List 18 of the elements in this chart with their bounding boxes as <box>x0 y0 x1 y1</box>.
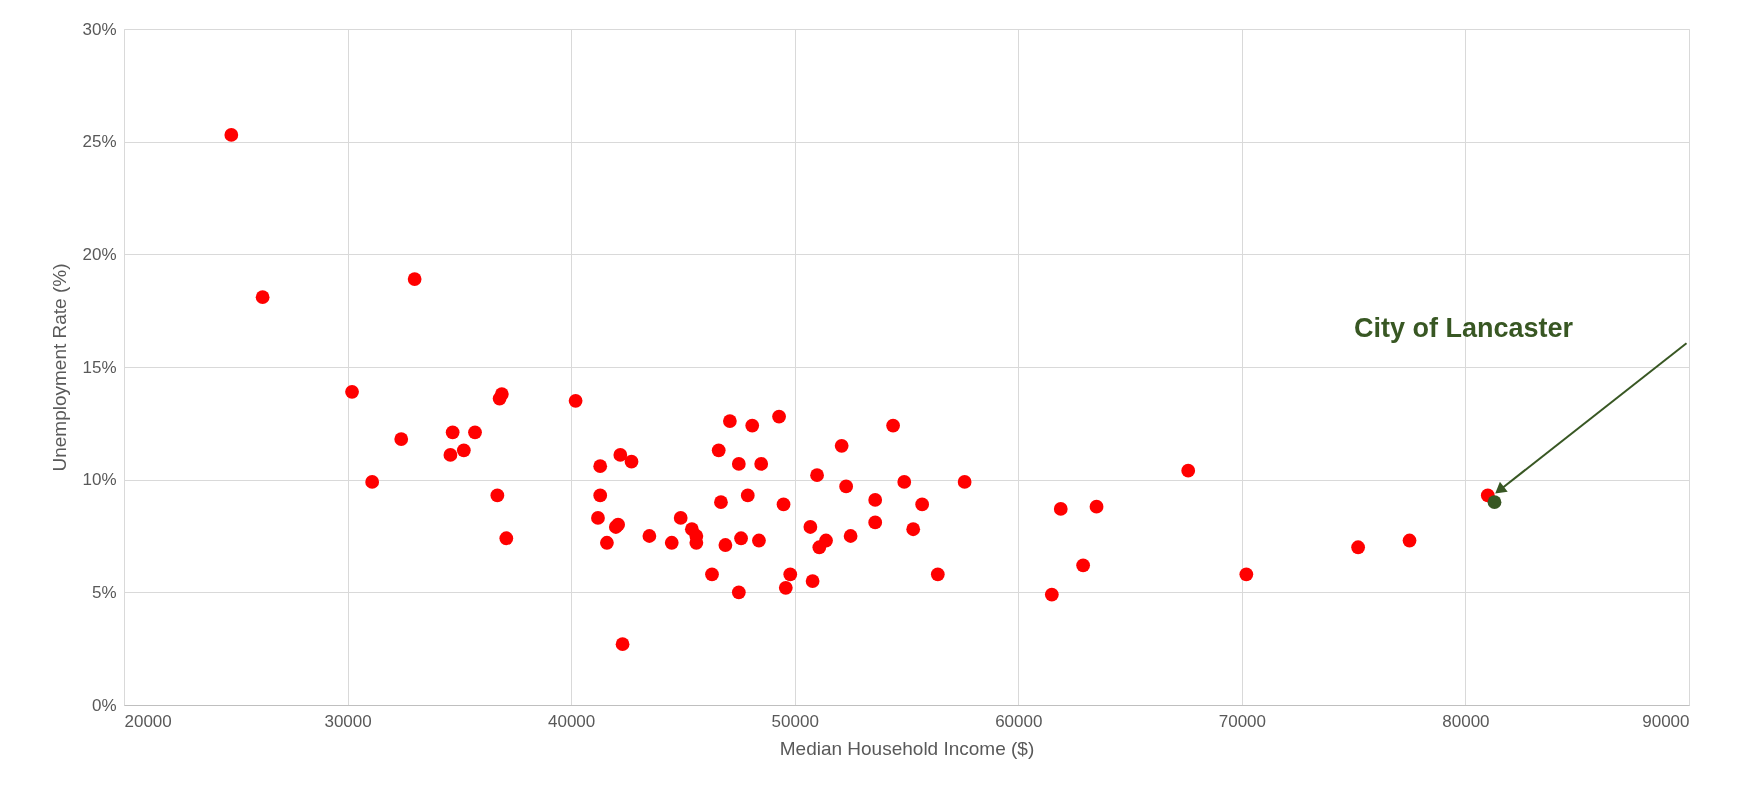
x-tick-label: 20000 <box>124 711 172 731</box>
y-tick-label: 0% <box>91 695 117 715</box>
x-tick-label: 60000 <box>995 711 1043 731</box>
y-tick-label: 30% <box>82 19 117 39</box>
y-tick-label: 20% <box>82 244 117 264</box>
annotation: City of Lancaster <box>1353 313 1574 344</box>
x-axis-title: Median Household Income ($) <box>779 737 1035 759</box>
y-tick-label: 15% <box>82 357 117 377</box>
x-tick-label: 50000 <box>771 711 819 731</box>
x-tick-label: 30000 <box>324 711 372 731</box>
y-axis-title: Unemployment Rate (%) <box>49 263 71 472</box>
y-tick-label: 25% <box>82 132 117 152</box>
y-tick-label: 10% <box>82 470 117 490</box>
x-tick-label: 70000 <box>1218 711 1266 731</box>
x-tick-label: 90000 <box>1642 711 1690 731</box>
x-tick-label: 40000 <box>548 711 596 731</box>
x-tick-label: 80000 <box>1442 711 1490 731</box>
y-tick-label: 5% <box>91 582 117 602</box>
